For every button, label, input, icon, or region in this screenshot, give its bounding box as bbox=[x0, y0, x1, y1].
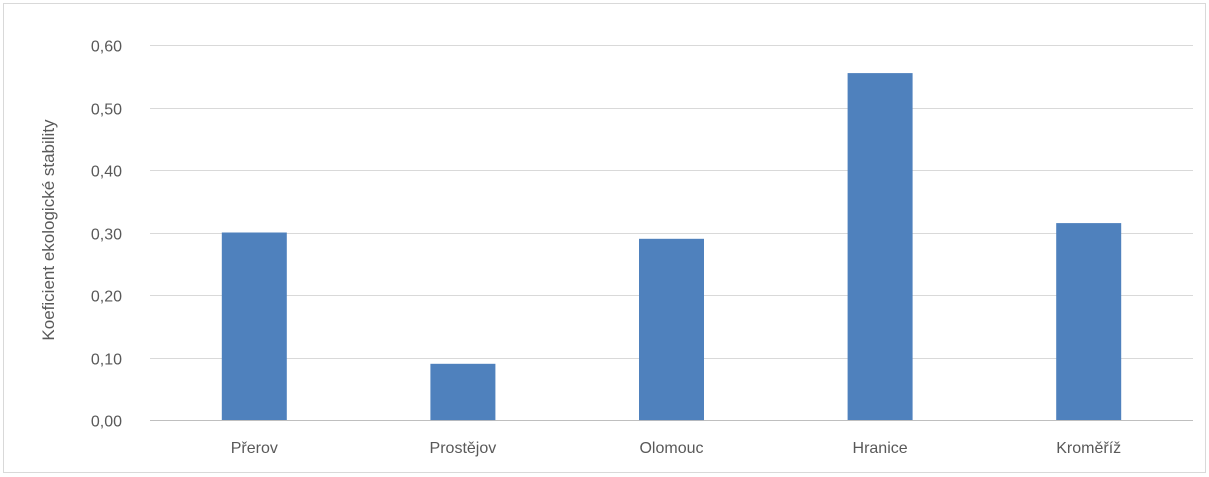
bar bbox=[221, 232, 287, 420]
y-tick-label: 0,20 bbox=[91, 289, 122, 306]
x-tick-label: Prostějov bbox=[430, 440, 497, 457]
bar-chart: 0,00 0,10 0,20 0,30 0,40 0,50 0,60 Přerov Prost… bbox=[39, 39, 1193, 457]
bar bbox=[1056, 223, 1122, 420]
y-tick-labels: 0,00 0,10 0,20 0,30 0,40 0,50 0,60 bbox=[91, 39, 122, 431]
y-tick-label: 0,30 bbox=[91, 227, 122, 244]
chart-container: 0,00 0,10 0,20 0,30 0,40 0,50 0,60 Přerov Prost… bbox=[3, 3, 1206, 473]
y-tick-label: 0,60 bbox=[91, 39, 122, 56]
bar bbox=[430, 363, 496, 421]
y-axis-title: Koeficient ekologické stability bbox=[39, 119, 58, 341]
x-tick-label: Přerov bbox=[231, 440, 278, 457]
y-tick-label: 0,10 bbox=[91, 352, 122, 369]
y-tick-label: 0,00 bbox=[91, 414, 122, 431]
y-tick-label: 0,40 bbox=[91, 164, 122, 181]
bars bbox=[221, 73, 1122, 421]
x-tick-labels: Přerov Prostějov Olomouc Hranice Kroměříž bbox=[231, 440, 1121, 457]
y-tick-label: 0,50 bbox=[91, 102, 122, 119]
bar bbox=[639, 238, 704, 421]
x-tick-label: Hranice bbox=[853, 440, 908, 457]
x-tick-label: Olomouc bbox=[639, 440, 703, 457]
x-tick-label: Kroměříž bbox=[1056, 440, 1121, 457]
bar bbox=[847, 73, 913, 420]
